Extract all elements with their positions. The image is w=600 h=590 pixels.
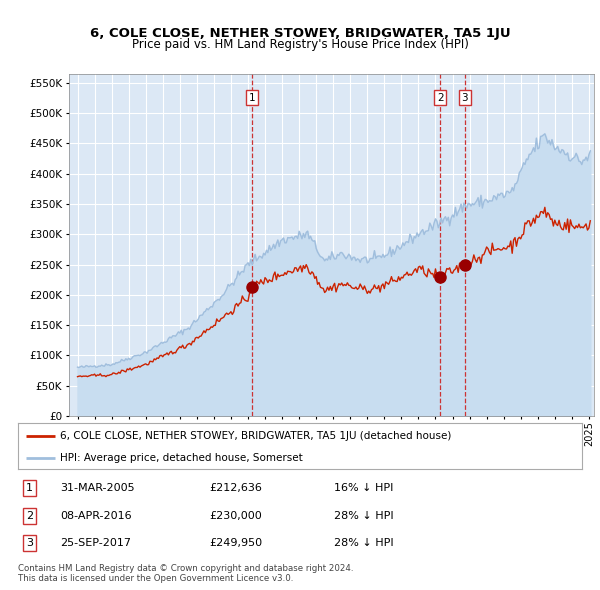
Text: 28% ↓ HPI: 28% ↓ HPI — [334, 538, 394, 548]
Text: Contains HM Land Registry data © Crown copyright and database right 2024.: Contains HM Land Registry data © Crown c… — [18, 564, 353, 573]
Text: 6, COLE CLOSE, NETHER STOWEY, BRIDGWATER, TA5 1JU (detached house): 6, COLE CLOSE, NETHER STOWEY, BRIDGWATER… — [60, 431, 452, 441]
Text: 1: 1 — [26, 483, 33, 493]
Text: 2: 2 — [437, 93, 443, 103]
Text: £230,000: £230,000 — [210, 511, 263, 520]
Text: 1: 1 — [249, 93, 256, 103]
Text: 16% ↓ HPI: 16% ↓ HPI — [334, 483, 393, 493]
Text: £212,636: £212,636 — [210, 483, 263, 493]
Text: 3: 3 — [26, 538, 33, 548]
Text: HPI: Average price, detached house, Somerset: HPI: Average price, detached house, Some… — [60, 453, 303, 463]
Text: This data is licensed under the Open Government Licence v3.0.: This data is licensed under the Open Gov… — [18, 573, 293, 583]
Text: 2: 2 — [26, 511, 33, 520]
Text: 08-APR-2016: 08-APR-2016 — [60, 511, 132, 520]
Text: Price paid vs. HM Land Registry's House Price Index (HPI): Price paid vs. HM Land Registry's House … — [131, 38, 469, 51]
Text: 3: 3 — [461, 93, 468, 103]
Text: 31-MAR-2005: 31-MAR-2005 — [60, 483, 135, 493]
Text: 25-SEP-2017: 25-SEP-2017 — [60, 538, 131, 548]
Text: 28% ↓ HPI: 28% ↓ HPI — [334, 511, 394, 520]
Text: £249,950: £249,950 — [210, 538, 263, 548]
Text: 6, COLE CLOSE, NETHER STOWEY, BRIDGWATER, TA5 1JU: 6, COLE CLOSE, NETHER STOWEY, BRIDGWATER… — [89, 27, 511, 40]
